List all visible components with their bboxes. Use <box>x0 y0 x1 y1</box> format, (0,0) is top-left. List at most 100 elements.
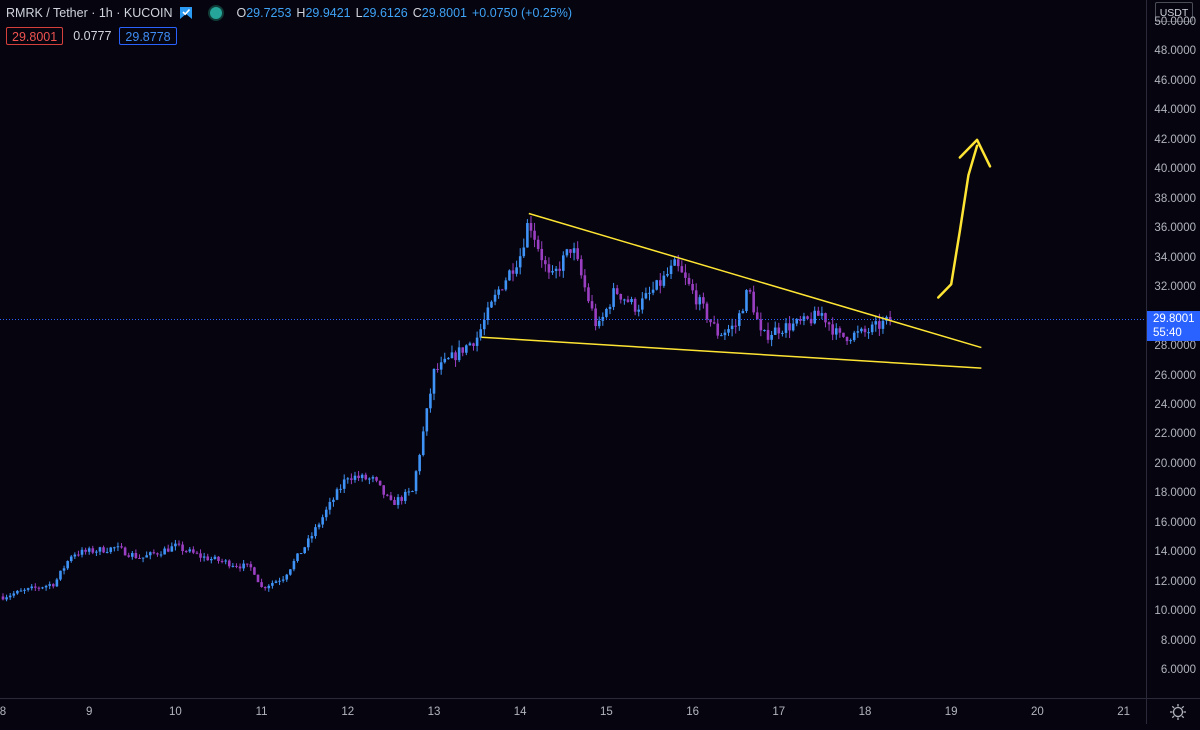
candle-body <box>526 223 529 248</box>
candle-body <box>245 563 249 565</box>
candle-body <box>619 293 623 300</box>
candle-body <box>403 491 407 501</box>
hand-drawn-arrow[interactable] <box>937 144 979 299</box>
candle-body <box>48 584 51 586</box>
price-axis[interactable]: USDT 50.0000 48.0000 46.0000 44.0000 42.0000… <box>1146 0 1200 698</box>
candle-body <box>601 316 605 321</box>
candle-body <box>605 309 608 317</box>
candle-body <box>641 298 644 310</box>
candle-body <box>371 477 375 479</box>
candle-body <box>849 340 852 342</box>
hand-drawn-arrow-head[interactable] <box>958 138 992 168</box>
price-axis-label: 8.0000 <box>1160 634 1196 647</box>
bar-countdown: 55:40 <box>1153 327 1182 339</box>
candle-body <box>806 316 809 319</box>
candle-body <box>529 223 533 231</box>
candle-body <box>870 324 874 333</box>
time-axis-label: 8 <box>0 706 7 718</box>
candle-body <box>755 312 759 320</box>
sell-price-button[interactable]: 29.8001 <box>6 27 64 45</box>
candle-body <box>680 266 684 273</box>
gear-icon[interactable] <box>1147 699 1200 725</box>
last-price-tag: 29.8001 55:40 <box>1147 311 1200 341</box>
candle-body <box>500 289 504 291</box>
candle-body <box>576 248 579 260</box>
price-axis-label: 20.0000 <box>1154 457 1196 470</box>
candle-body <box>745 290 748 312</box>
candle-body <box>737 313 741 326</box>
candle-body <box>834 328 838 335</box>
candle-body <box>217 556 220 561</box>
time-axis-label: 14 <box>513 706 527 718</box>
candle-body <box>271 582 274 586</box>
candle-body <box>626 299 630 303</box>
candle-body <box>615 288 619 294</box>
candle-body <box>486 307 490 321</box>
lower-trendline[interactable] <box>481 336 982 369</box>
price-axis-label: 48.0000 <box>1154 45 1196 58</box>
price-axis-label: 34.0000 <box>1154 251 1196 264</box>
candle-body <box>202 556 206 558</box>
candle-body <box>231 565 235 567</box>
candle-body <box>781 332 784 334</box>
chart-pane[interactable]: RMRK / Tether · 1h · KUCOIN O29.7253 H29… <box>0 0 1146 698</box>
candle-body <box>658 280 662 286</box>
candle-body <box>166 548 170 552</box>
candle-body <box>145 555 148 558</box>
candle-body <box>824 313 827 323</box>
candle-body <box>177 543 181 545</box>
chart-legend: RMRK / Tether · 1h · KUCOIN O29.7253 H29… <box>6 4 577 22</box>
candle-body <box>773 327 777 335</box>
price-axis-label: 12.0000 <box>1154 575 1196 588</box>
candle-body <box>213 556 217 560</box>
price-axis-label: 44.0000 <box>1154 104 1196 117</box>
candle-body <box>515 267 518 274</box>
candle-body <box>23 589 26 591</box>
candle-body <box>748 290 752 292</box>
price-axis-label: 32.0000 <box>1154 281 1196 294</box>
candle-body <box>878 321 881 329</box>
candle-body <box>69 556 73 562</box>
candle-body <box>170 546 174 552</box>
candle-body <box>91 548 95 553</box>
candle-body <box>461 347 465 353</box>
currency-button[interactable]: USDT <box>1155 2 1193 22</box>
candle-body <box>845 336 849 342</box>
candle-body <box>414 471 418 492</box>
candle-body <box>436 368 439 370</box>
candle-body <box>676 259 680 267</box>
candle-body <box>37 587 41 589</box>
candle-body <box>511 270 515 274</box>
candle-body <box>432 368 436 394</box>
candle-body <box>655 280 658 290</box>
candle-body <box>59 570 62 580</box>
candle-body <box>235 565 238 567</box>
price-chart[interactable] <box>0 0 1146 698</box>
buy-price-button[interactable]: 29.8778 <box>119 27 177 45</box>
candle-body <box>770 334 773 340</box>
candle-body <box>687 277 691 284</box>
candle-body <box>335 489 339 500</box>
candle-body <box>597 320 601 327</box>
candle-body <box>716 323 720 336</box>
eye-icon[interactable] <box>210 7 223 19</box>
upper-trendline[interactable] <box>528 212 982 349</box>
candle-body <box>691 283 694 291</box>
candle-body <box>795 319 799 324</box>
candle-body <box>673 259 676 266</box>
candle-body <box>285 574 289 580</box>
candle-body <box>813 310 817 324</box>
symbol-title[interactable]: RMRK / Tether · 1h · KUCOIN <box>6 6 173 20</box>
chart-settings-button[interactable] <box>1146 698 1200 724</box>
candle-body <box>565 249 569 256</box>
price-axis-label: 50.0000 <box>1154 16 1196 28</box>
candle-body <box>497 289 500 295</box>
candle-body <box>332 499 335 502</box>
candle-body <box>666 273 669 276</box>
bookmark-flag-icon[interactable] <box>180 7 193 19</box>
candle-body <box>184 551 188 553</box>
candle-body <box>612 288 615 307</box>
candle-body <box>368 478 371 480</box>
candle-body <box>5 597 8 600</box>
time-axis[interactable]: 8 9 10 11 12 13 14 15 16 17 18 19 20 21 <box>0 698 1146 724</box>
